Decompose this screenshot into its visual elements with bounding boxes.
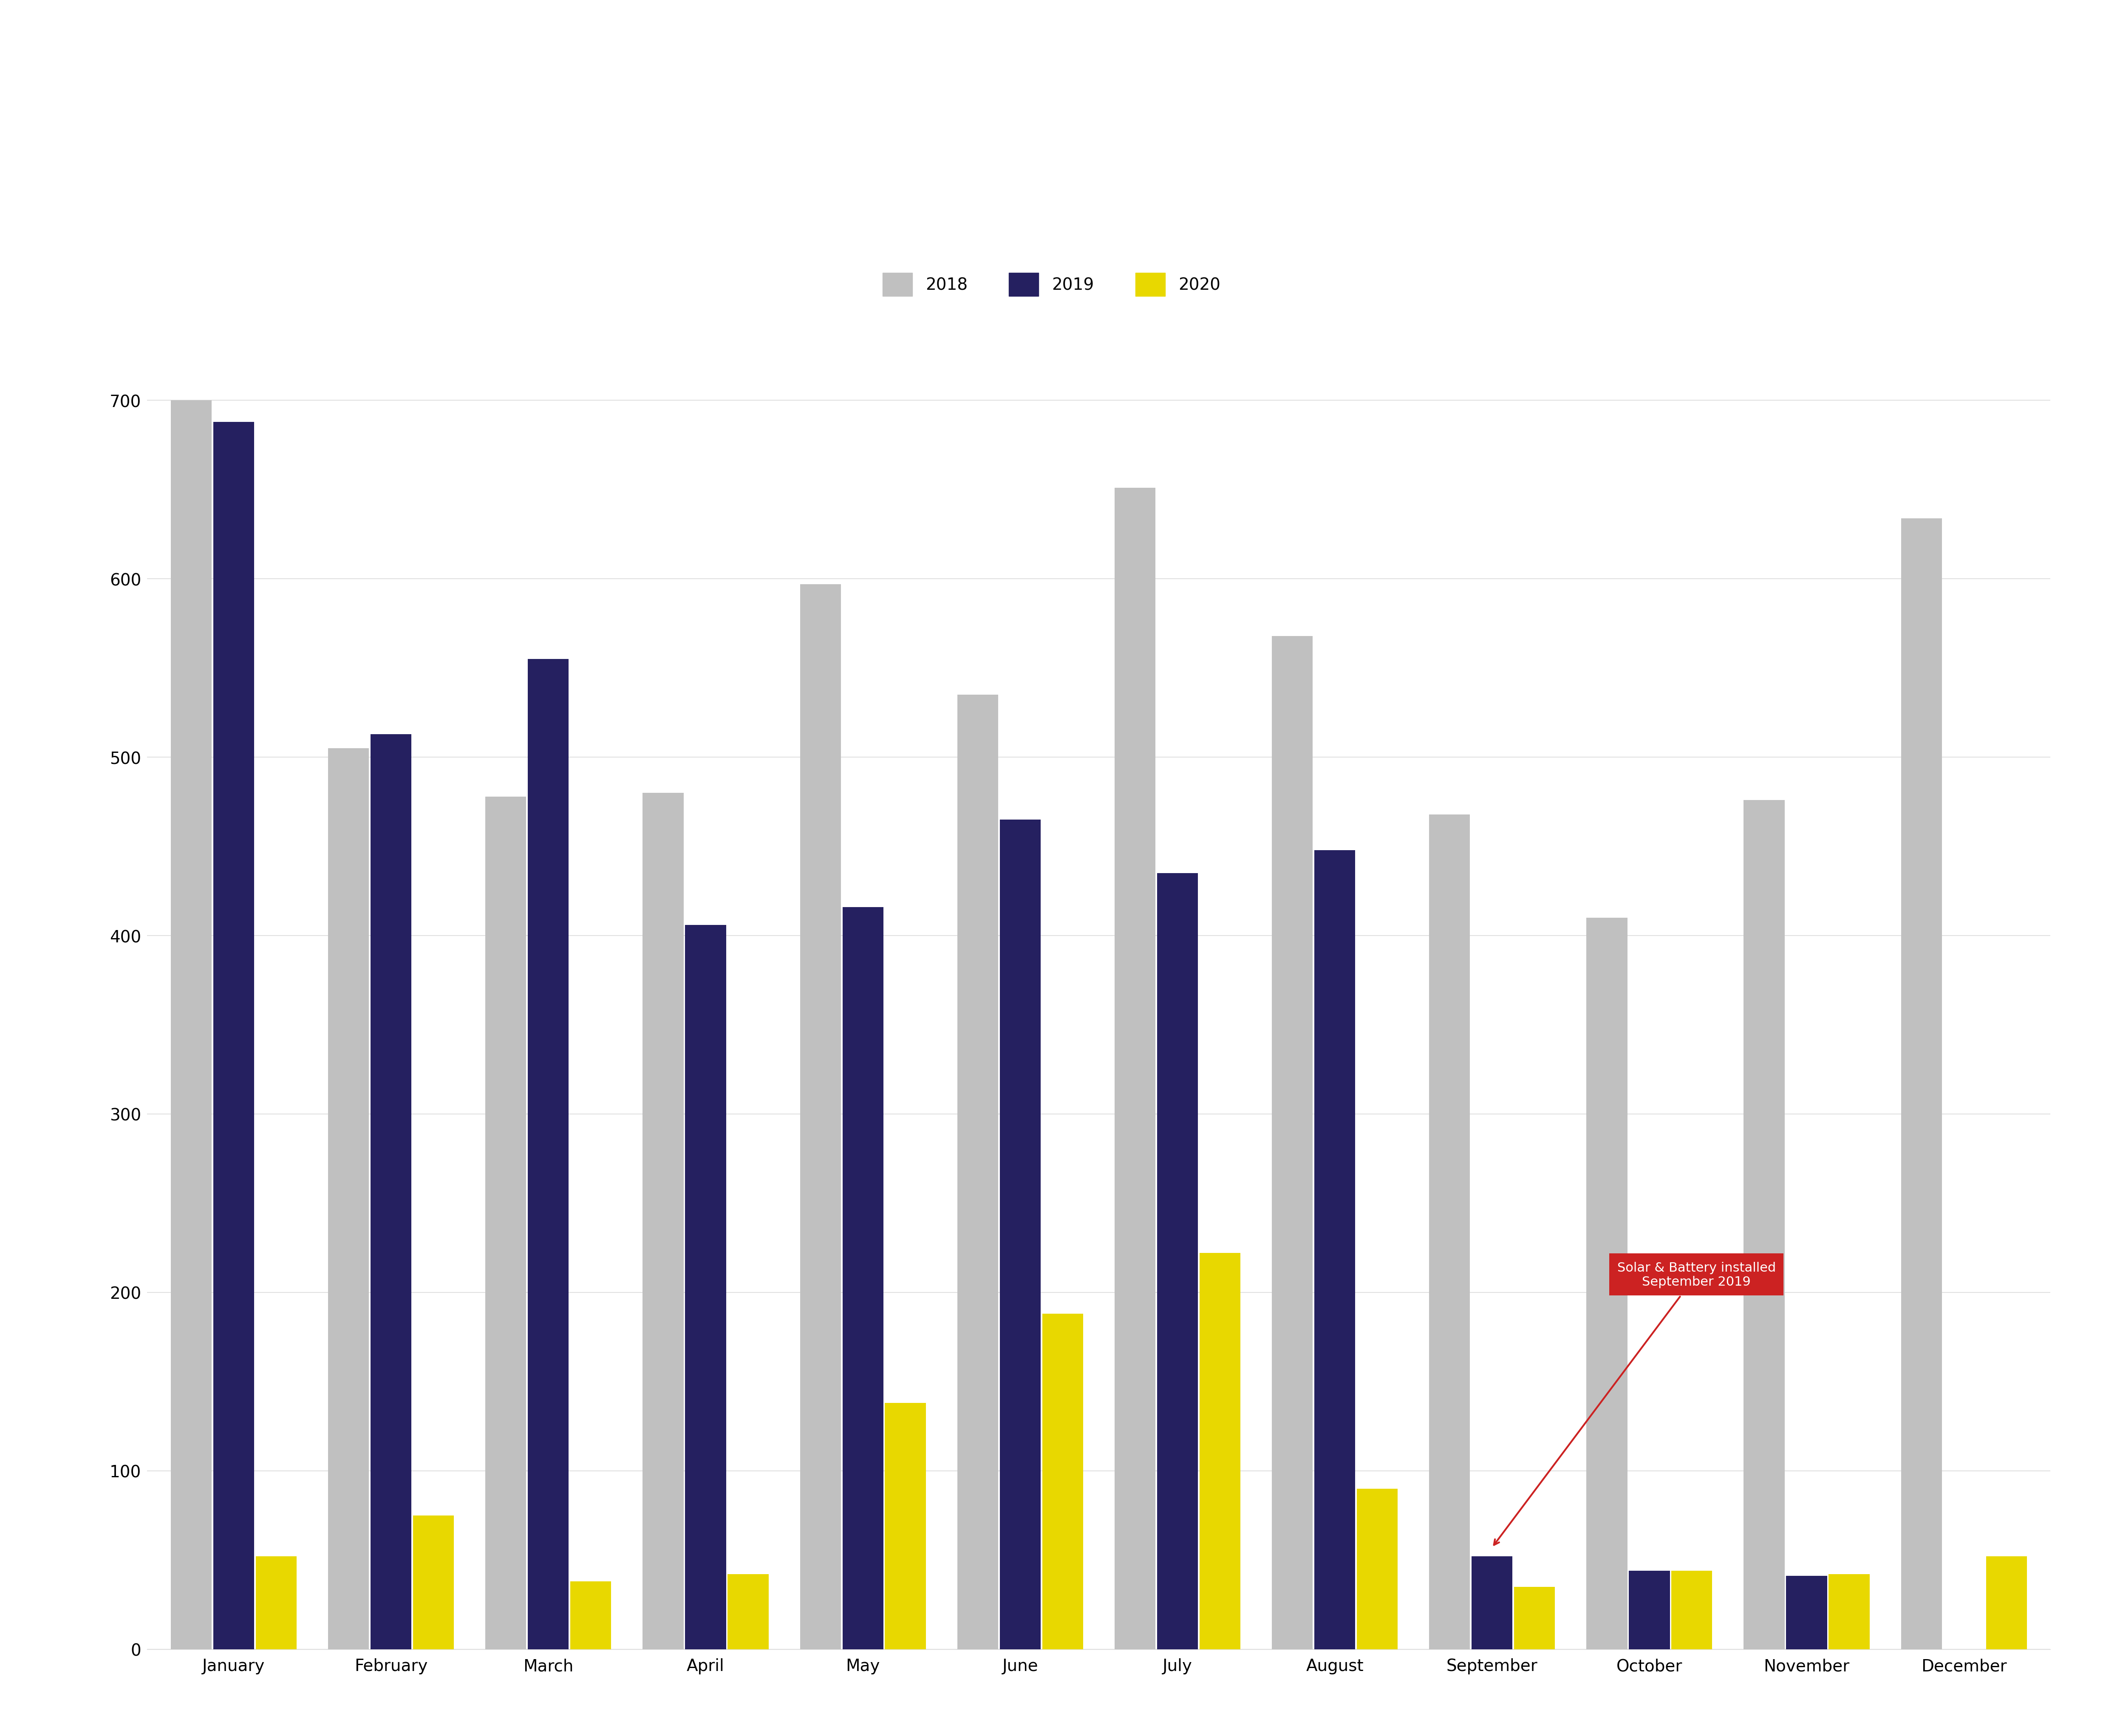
- Bar: [1985, 1557, 2027, 1649]
- Bar: [1672, 1571, 1712, 1649]
- Bar: [1586, 918, 1628, 1649]
- Bar: [843, 908, 883, 1649]
- Text: Energy consumption from the grid: Energy consumption from the grid: [879, 137, 1224, 156]
- Bar: [1743, 800, 1785, 1649]
- Bar: [999, 819, 1041, 1649]
- Bar: [257, 1557, 297, 1649]
- Bar: [1430, 814, 1470, 1649]
- Bar: [1830, 1575, 1870, 1649]
- Bar: [486, 797, 526, 1649]
- Bar: [1157, 873, 1199, 1649]
- Bar: [212, 422, 254, 1649]
- Bar: [1272, 635, 1312, 1649]
- Bar: [370, 734, 412, 1649]
- Bar: [885, 1403, 925, 1649]
- Text: Solar & Battery installed
September 2019: Solar & Battery installed September 2019: [1493, 1262, 1775, 1545]
- Text: Venning Residence: Venning Residence: [887, 69, 1216, 99]
- Bar: [1901, 519, 1941, 1649]
- Bar: [644, 793, 683, 1649]
- Bar: [799, 585, 841, 1649]
- Bar: [686, 925, 726, 1649]
- Bar: [1514, 1587, 1554, 1649]
- Bar: [1472, 1557, 1512, 1649]
- Bar: [170, 401, 212, 1649]
- Bar: [1199, 1253, 1241, 1649]
- Bar: [957, 694, 999, 1649]
- Bar: [1785, 1576, 1828, 1649]
- Bar: [528, 660, 568, 1649]
- Bar: [1314, 851, 1354, 1649]
- Bar: [1356, 1489, 1398, 1649]
- Bar: [728, 1575, 768, 1649]
- Text: 2018 - 2020: 2018 - 2020: [991, 193, 1112, 212]
- Bar: [570, 1581, 612, 1649]
- Bar: [1043, 1314, 1083, 1649]
- Legend: 2018, 2019, 2020: 2018, 2019, 2020: [877, 266, 1226, 304]
- Bar: [328, 748, 368, 1649]
- Bar: [412, 1516, 454, 1649]
- Bar: [1630, 1571, 1670, 1649]
- Bar: [1115, 488, 1155, 1649]
